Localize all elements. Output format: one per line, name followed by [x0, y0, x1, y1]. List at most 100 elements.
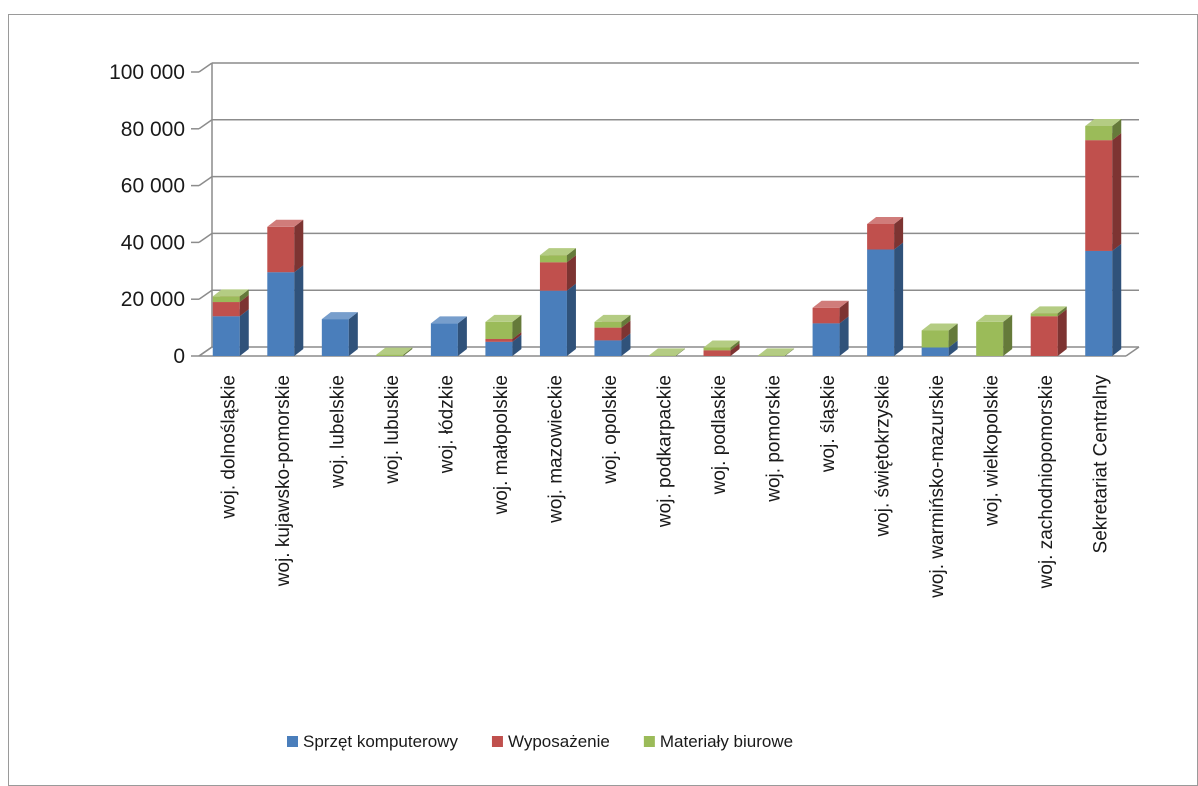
bar-top [976, 314, 1013, 322]
bars [212, 118, 1122, 356]
bar-side [730, 340, 740, 351]
bar-front [539, 290, 567, 356]
bar-front [921, 330, 949, 348]
bar-side [1057, 306, 1067, 317]
legend-swatch [491, 736, 503, 747]
bar-front [267, 272, 295, 356]
bar-segment [1085, 133, 1122, 251]
x-category-label: woj. łódzkie [436, 375, 457, 474]
bar-front [867, 223, 895, 250]
bar-top [812, 300, 849, 308]
y-axis-tick-labels: 0 20 000 40 000 60 000 80 000 100 000 [109, 61, 185, 368]
bar-segment [321, 312, 358, 356]
y-tick-label: 40 000 [121, 231, 185, 254]
x-category-label: woj. podkarpackie [655, 375, 676, 528]
bar-side [512, 314, 522, 339]
bar-segment [1085, 243, 1122, 356]
bar-front [1030, 316, 1058, 356]
bar-side [621, 314, 631, 328]
bar-side [1057, 309, 1067, 356]
legend-item: Materiały biurowe [643, 732, 793, 751]
bar-segment [867, 216, 904, 250]
x-category-label: woj. mazowieckie [545, 375, 566, 524]
x-category-label: woj. lubuskie [382, 375, 403, 485]
bar-segment [1030, 306, 1067, 317]
bar-front [485, 321, 513, 339]
x-category-label: woj. kujawsko-pomorskie [273, 375, 294, 587]
bar-top [921, 323, 958, 331]
bar-side [348, 312, 358, 356]
bar-side [239, 309, 249, 356]
bar-segment [976, 314, 1013, 356]
bar-segment [267, 265, 304, 356]
bar-segment [867, 242, 904, 356]
bar-side [294, 219, 304, 273]
bar-top [376, 347, 413, 355]
bar-side [566, 283, 576, 356]
legend-label: Wyposażenie [508, 732, 610, 751]
bar-front [212, 302, 240, 317]
bar-side [948, 323, 958, 348]
bar-segment [703, 340, 740, 351]
y-tick-label: 80 000 [121, 118, 185, 141]
bar-front [976, 321, 1004, 356]
bar-segment [1030, 309, 1067, 356]
bar-segment [430, 316, 467, 356]
bar-segment [921, 323, 958, 348]
bar-side [785, 348, 795, 356]
x-category-label: woj. śląskie [818, 375, 839, 473]
bar-segment [812, 300, 849, 324]
bar-front [485, 341, 513, 356]
x-category-label: woj. lubelskie [327, 375, 348, 489]
x-category-label: woj. wielkopolskie [982, 375, 1003, 527]
bar-side [1112, 243, 1122, 356]
bar-top [267, 219, 304, 227]
bar-segment [594, 314, 631, 328]
bar-segment [485, 314, 522, 339]
bar-side [239, 289, 249, 303]
bar-segment [267, 219, 304, 273]
bar-side [566, 255, 576, 291]
bar-side [676, 348, 685, 356]
bar-front [539, 255, 567, 263]
bar-front [267, 226, 295, 273]
bar-side [1112, 118, 1122, 141]
bar-front [867, 249, 895, 356]
bar-segment [212, 309, 249, 356]
bar-front [1030, 313, 1058, 317]
x-category-label: woj. podlaskie [709, 375, 730, 495]
bar-front [485, 338, 513, 342]
x-axis-category-labels: woj. dolnośląskie woj. kujawsko-pomorskie… [218, 375, 1111, 599]
bar-top [594, 314, 631, 322]
bar-top [758, 348, 795, 356]
bar-segment [758, 348, 795, 356]
x-category-label: woj. pomorskie [764, 375, 785, 503]
bar-front [1085, 140, 1113, 251]
legend-swatch [287, 736, 298, 747]
bar-side [621, 333, 631, 356]
x-category-label: woj. świętokrzyskie [873, 375, 894, 538]
bar-top [212, 289, 249, 297]
bar-front [594, 327, 622, 341]
bar-top [1030, 306, 1067, 314]
y-tick-label: 0 [173, 345, 185, 368]
bar-side [948, 340, 958, 356]
bar-side [894, 216, 904, 250]
gridline-side [198, 289, 213, 300]
bar-side [512, 331, 522, 342]
bar-front [321, 319, 349, 356]
bar-top [539, 248, 576, 256]
bar-front [212, 296, 240, 303]
bar-front [921, 347, 949, 356]
bar-front [539, 262, 567, 291]
bar-side [457, 316, 467, 356]
bar-front [812, 323, 840, 356]
stacked-bar-chart: 0 20 000 40 000 60 000 80 000 100 000 woj. do… [109, 61, 1140, 751]
bar-top [430, 316, 467, 324]
bar-front [758, 355, 786, 356]
bar-segment [539, 283, 576, 356]
legend-item: Wyposażenie [491, 732, 610, 751]
legend-label: Materiały biurowe [660, 732, 793, 751]
bar-side [730, 343, 740, 356]
bar-segment [212, 289, 249, 303]
